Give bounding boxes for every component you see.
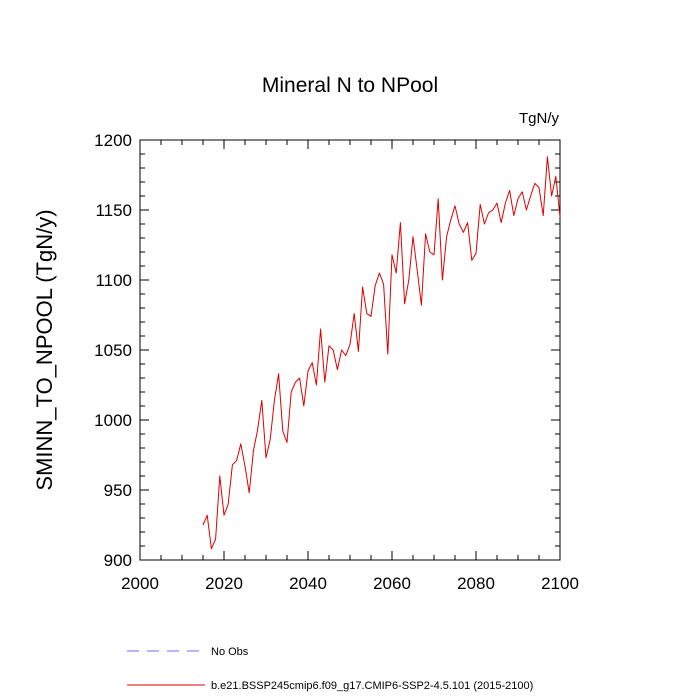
legend-label-no-obs: No Obs: [211, 646, 249, 658]
x-tick-label: 2000: [121, 574, 159, 593]
y-axis-title: SMINN_TO_NPOOL (TgN/y): [32, 209, 57, 490]
x-tick-label: 2020: [205, 574, 243, 593]
units-label: TgN/y: [519, 110, 560, 127]
y-tick-label: 900: [104, 551, 132, 570]
x-tick-label: 2080: [457, 574, 495, 593]
series-line-0: [202, 156, 561, 550]
legend-label-model: b.e21.BSSP245cmip6.f09_g17.CMIP6-SSP2-4.…: [211, 680, 533, 692]
x-tick-label: 2100: [541, 574, 579, 593]
y-tick-label: 950: [104, 481, 132, 500]
y-tick-label: 1050: [94, 341, 132, 360]
y-tick-label: 1000: [94, 411, 132, 430]
series-lines: [202, 156, 561, 550]
y-tick-label: 1200: [94, 131, 132, 150]
y-tick-labels: 900 950 1000 1050 1100 1150 1200: [94, 131, 132, 570]
chart-title: Mineral N to NPool: [262, 74, 438, 97]
y-tick-label: 1150: [95, 201, 132, 220]
x-tick-label: 2060: [373, 574, 411, 593]
x-tick-label: 2040: [289, 574, 327, 593]
x-tick-labels: 2000 2020 2040 2060 2080 2100: [121, 574, 579, 593]
y-tick-label: 1100: [95, 271, 132, 290]
axis-ticks: [139, 139, 561, 561]
legend: No Obs b.e21.BSSP245cmip6.f09_g17.CMIP6-…: [127, 646, 533, 692]
